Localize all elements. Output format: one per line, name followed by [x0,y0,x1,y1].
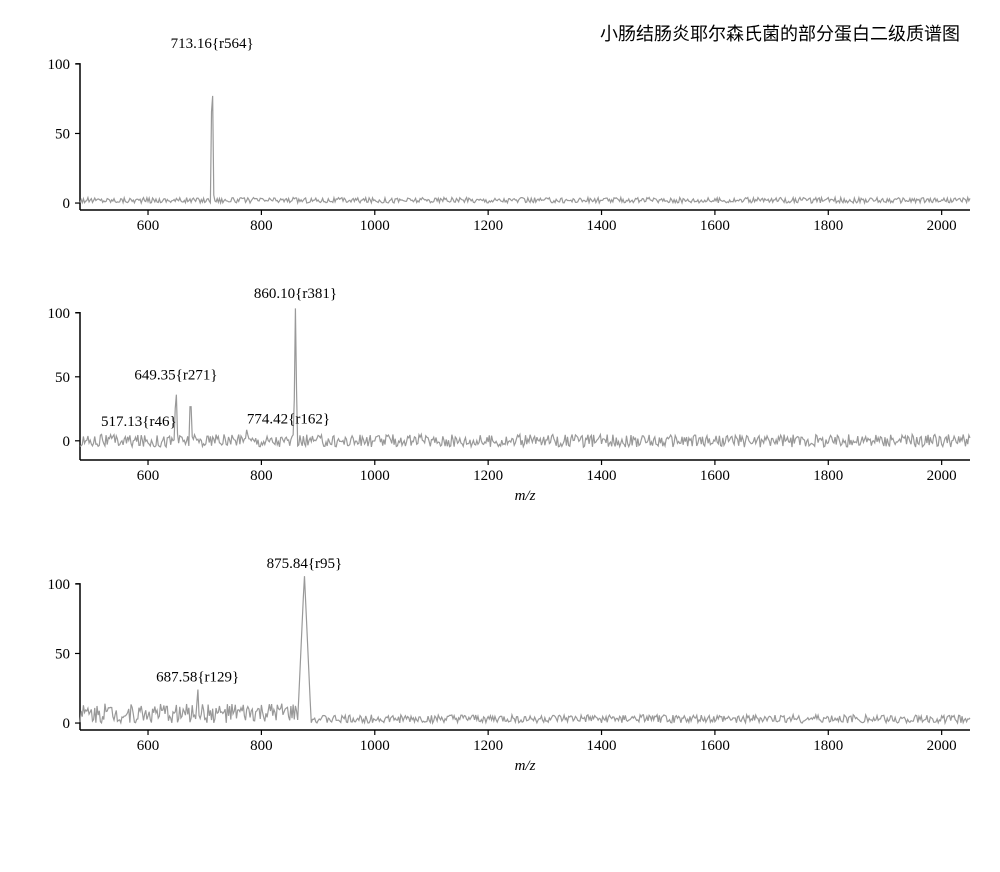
panel-1: 小肠结肠炎耶尔森氏菌的部分蛋白二级质谱图 0 50 100 600 800 1000 120… [20,20,980,260]
svg-text:50: 50 [55,646,70,662]
svg-text:875.84{r95}: 875.84{r95} [267,556,343,572]
svg-text:1000: 1000 [360,738,390,754]
svg-text:713.16{r564}: 713.16{r564} [171,36,254,52]
svg-text:100: 100 [48,577,71,593]
svg-text:1600: 1600 [700,218,730,234]
svg-text:1000: 1000 [360,468,390,484]
svg-text:0: 0 [63,716,71,732]
svg-text:50: 50 [55,126,70,142]
svg-text:800: 800 [250,738,273,754]
svg-text:600: 600 [137,468,160,484]
svg-text:1600: 1600 [700,738,730,754]
spectrum-svg-1: 0 50 100 600 800 1000 1200 1400 1600 1800 2000 713.… [20,20,980,260]
svg-text:1800: 1800 [813,218,843,234]
svg-text:m/z: m/z [515,758,536,774]
svg-text:1400: 1400 [587,738,617,754]
panel-3: 0 50 100 600 800 1000 1200 1400 1600 1800 2000 m/z 6… [20,540,980,800]
svg-text:100: 100 [48,57,71,73]
svg-text:687.58{r129}: 687.58{r129} [156,669,239,685]
svg-text:100: 100 [48,306,71,322]
svg-text:0: 0 [63,434,71,450]
svg-text:2000: 2000 [927,218,957,234]
svg-text:600: 600 [137,738,160,754]
svg-text:m/z: m/z [515,488,536,504]
svg-text:1400: 1400 [587,468,617,484]
svg-text:800: 800 [250,468,273,484]
svg-text:1400: 1400 [587,218,617,234]
svg-text:1800: 1800 [813,468,843,484]
svg-text:1000: 1000 [360,218,390,234]
svg-text:1200: 1200 [473,468,503,484]
svg-text:600: 600 [137,218,160,234]
svg-text:2000: 2000 [927,468,957,484]
spectrum-svg-3: 0 50 100 600 800 1000 1200 1400 1600 1800 2000 m/z 6… [20,540,980,800]
svg-text:860.10{r381}: 860.10{r381} [254,286,337,302]
svg-text:2000: 2000 [927,738,957,754]
svg-text:800: 800 [250,218,273,234]
svg-text:649.35{r271}: 649.35{r271} [134,367,217,383]
panel-2: 0 50 100 600 800 1000 1200 1400 1600 1800 2000 m/z 5… [20,270,980,530]
svg-text:517.13{r46}: 517.13{r46} [101,414,177,430]
spectrum-svg-2: 0 50 100 600 800 1000 1200 1400 1600 1800 2000 m/z 5… [20,270,980,530]
svg-text:0: 0 [63,196,71,212]
mass-spectra-figure: 小肠结肠炎耶尔森氏菌的部分蛋白二级质谱图 0501006008001000120… [20,20,980,800]
svg-text:1200: 1200 [473,738,503,754]
svg-text:50: 50 [55,370,70,386]
svg-text:1600: 1600 [700,468,730,484]
svg-text:1200: 1200 [473,218,503,234]
svg-text:1800: 1800 [813,738,843,754]
figure-title: 小肠结肠炎耶尔森氏菌的部分蛋白二级质谱图 [600,20,960,46]
svg-text:774.42{r162}: 774.42{r162} [247,411,330,427]
